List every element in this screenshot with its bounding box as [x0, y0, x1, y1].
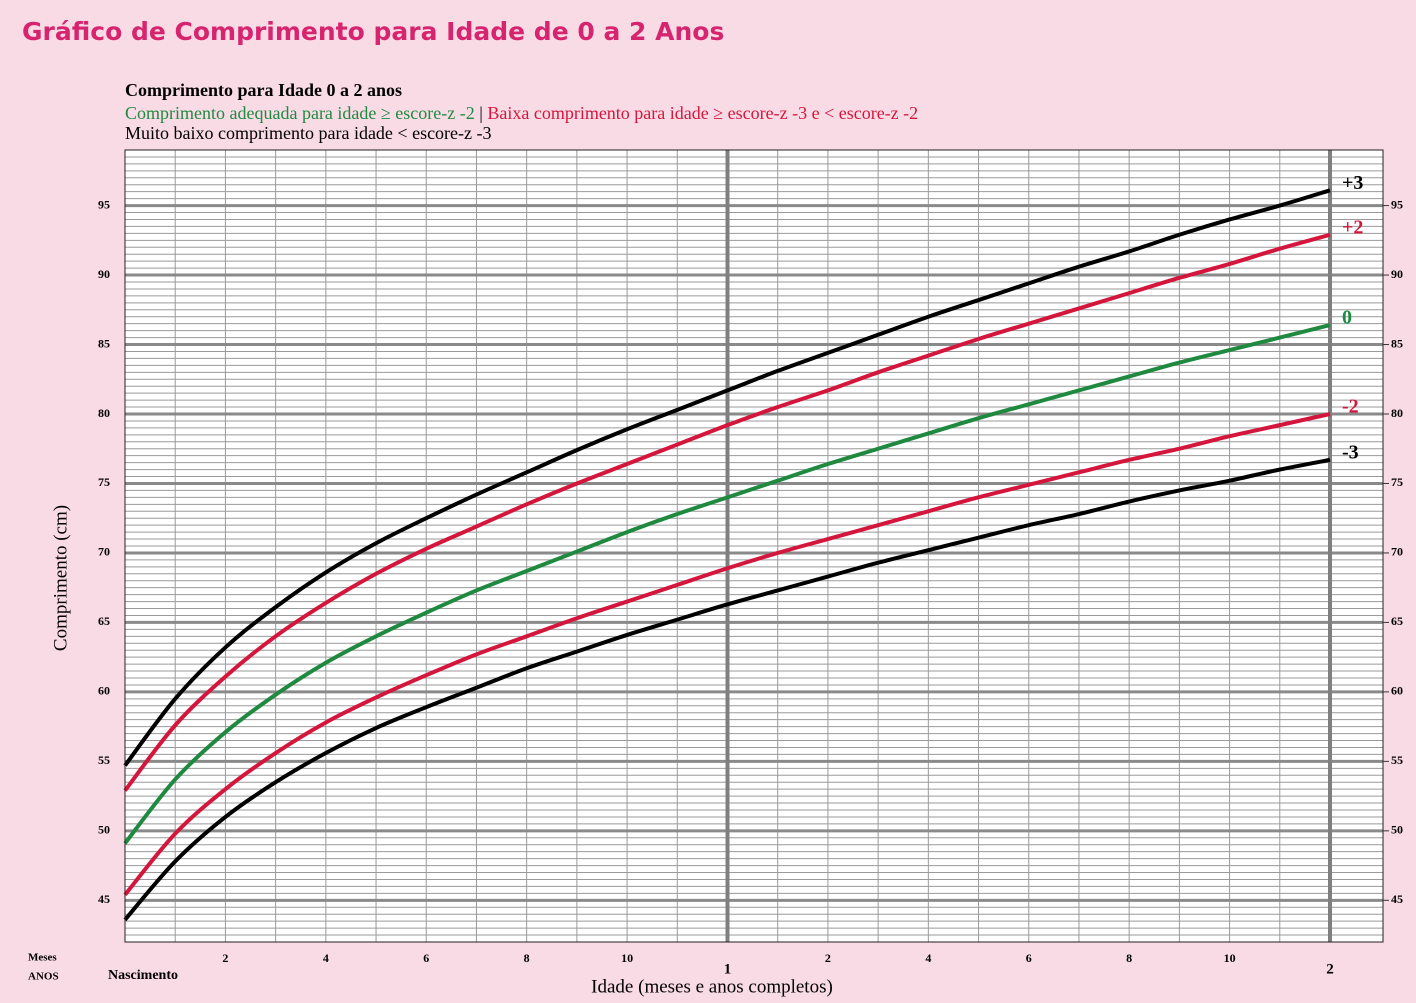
year-tick-label: 1 — [724, 961, 732, 977]
y-right-tick-label: 60 — [1391, 684, 1403, 698]
x-tick-label: 6 — [423, 951, 429, 965]
curve-label: 0 — [1342, 307, 1352, 329]
plot-border — [124, 149, 1384, 943]
note-part: Muito baixo comprimento para idade < esc… — [125, 123, 492, 143]
x-tick-label: 4 — [925, 951, 931, 965]
year-tick-label: 2 — [1326, 961, 1334, 977]
y-tick-label: 65 — [98, 614, 110, 628]
z-score-curve — [123, 232, 1331, 792]
x-tick-label: 8 — [524, 951, 530, 965]
x-tick-label: 2 — [222, 951, 228, 965]
x-tick-label: 8 — [1126, 951, 1132, 965]
year-row-label: ANOS — [28, 971, 59, 983]
y-tick-label: 85 — [98, 336, 110, 350]
note-part: | — [475, 103, 488, 123]
y-right-tick-label: 45 — [1391, 892, 1403, 906]
page-title: Gráfico de Comprimento para Idade de 0 a… — [22, 17, 724, 46]
curve-label: -3 — [1342, 441, 1359, 463]
y-right-tick-label: 75 — [1391, 475, 1403, 489]
y-right-tick-label: 50 — [1391, 823, 1403, 837]
y-right-tick-label: 95 — [1391, 197, 1403, 211]
y-tick-label: 90 — [98, 267, 110, 281]
y-tick-label: 70 — [98, 545, 110, 559]
z-score-curve — [123, 412, 1331, 897]
y-right-tick-label: 55 — [1391, 753, 1403, 767]
z-score-curve — [123, 457, 1331, 922]
y-right-tick-label: 90 — [1391, 267, 1403, 281]
y-tick-label: 50 — [98, 823, 110, 837]
x-tick-label: 4 — [323, 951, 329, 965]
x-axis-label: Idade (meses e anos completos) — [591, 976, 833, 997]
x-tick-label: 10 — [1224, 951, 1236, 965]
note-part: Comprimento adequada para idade ≥ escore… — [125, 103, 475, 123]
x-tick-label: 10 — [621, 951, 633, 965]
x-tick-label: 6 — [1026, 951, 1032, 965]
birth-label: Nascimento — [108, 968, 178, 983]
y-tick-label: 80 — [98, 406, 110, 420]
curves — [123, 188, 1331, 922]
y-right-tick-label: 65 — [1391, 614, 1403, 628]
curve-label: +2 — [1342, 216, 1363, 238]
chart-title: Comprimento para Idade 0 a 2 anos — [125, 80, 402, 100]
y-tick-label: 95 — [98, 197, 110, 211]
y-right-tick-label: 85 — [1391, 336, 1403, 350]
x-tick-label: 2 — [825, 951, 831, 965]
note-part: Baixa comprimento para idade ≥ escore-z … — [487, 103, 918, 123]
y-tick-label: 45 — [98, 892, 110, 906]
z-score-curve — [123, 188, 1331, 767]
y-right-tick-label: 80 — [1391, 406, 1403, 420]
curve-label: +3 — [1342, 172, 1363, 194]
note-line: Muito baixo comprimento para idade < esc… — [125, 123, 492, 143]
note-line: Comprimento adequada para idade ≥ escore… — [125, 103, 918, 123]
month-row-label: Meses — [28, 952, 57, 964]
y-right-tick-label: 70 — [1391, 545, 1403, 559]
y-tick-label: 60 — [98, 684, 110, 698]
curve-label: -2 — [1342, 396, 1359, 418]
y-axis-label: Comprimento (cm) — [50, 505, 71, 651]
y-tick-label: 55 — [98, 753, 110, 767]
z-score-curve — [123, 323, 1331, 845]
y-tick-label: 75 — [98, 475, 110, 489]
